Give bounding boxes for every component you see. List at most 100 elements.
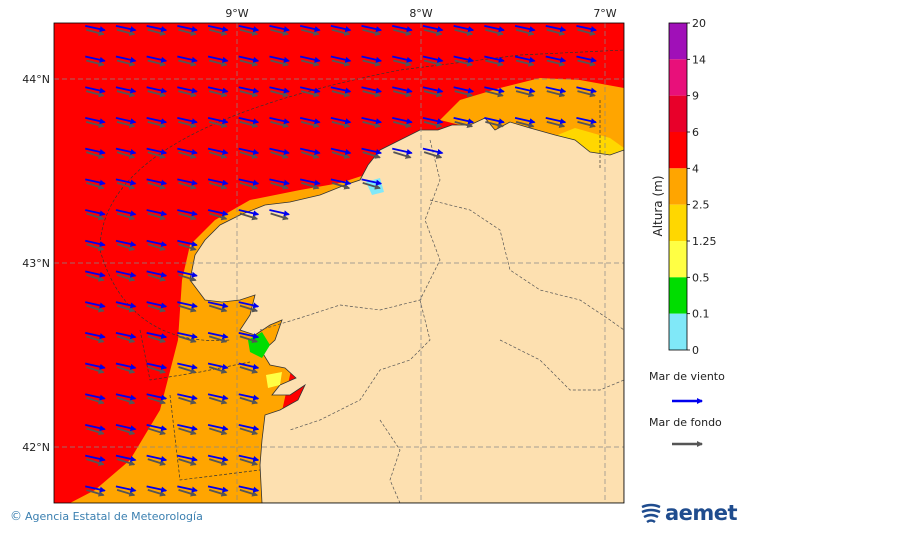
swell-vector [331, 151, 351, 159]
swell-vector [393, 121, 412, 128]
wind-sea-vector [576, 55, 597, 63]
wind-sea-vector [392, 55, 413, 63]
swell-vector [300, 28, 320, 36]
swell-vector [208, 90, 228, 98]
swell-vector [86, 90, 105, 98]
swell-vector [86, 151, 105, 159]
swell-vector [362, 59, 381, 67]
swell-vector [270, 28, 289, 36]
wind-sea-vector [545, 117, 567, 125]
wind-sea-vector [146, 331, 168, 340]
wind-sea-vector [177, 178, 198, 186]
swell-vector [270, 90, 289, 98]
swell-vector [86, 212, 105, 221]
swell-vector [147, 28, 167, 36]
wind-sea-vector [177, 270, 198, 278]
swell-vector [147, 396, 166, 405]
swell-vector [86, 274, 105, 282]
wind-sea-vector [361, 86, 383, 94]
swell-vector [147, 212, 166, 221]
wind-sea-vector [207, 24, 229, 33]
ria-pontevedra-shallow [266, 372, 282, 388]
swell-vector [239, 458, 259, 466]
colorbar-tick-label: 1.25 [692, 235, 717, 248]
wind-sea-vector [269, 178, 290, 186]
swell-vector [147, 458, 166, 466]
wind-sea-vector [484, 24, 505, 33]
wind-sea-vector [238, 485, 260, 493]
swell-vector [423, 59, 443, 67]
wind-sea-vector [177, 331, 198, 340]
swell-vector [362, 151, 381, 159]
wind-sea-vector [207, 485, 229, 493]
wind-sea-vector [207, 393, 229, 401]
swell-vector [208, 59, 228, 67]
colorbar-segment [669, 59, 687, 96]
wind-sea-vector [238, 117, 260, 125]
wind-sea-vector [146, 55, 168, 63]
swell-vector [86, 427, 105, 436]
swell-vector [239, 335, 259, 344]
wind-sea-vector [207, 209, 229, 217]
wind-sea-vector [85, 86, 106, 94]
swell-vector [577, 121, 596, 128]
wind-sea-vector [146, 178, 168, 186]
colorbar-segment [669, 204, 687, 241]
swell-vector [331, 28, 351, 36]
swell-vector [178, 396, 197, 405]
wind-sea-vector [453, 117, 475, 125]
swell-vector [178, 59, 197, 67]
wind-sea-vector [85, 178, 106, 186]
colorbar-tick-label: 4 [692, 162, 699, 175]
swell-vector [178, 212, 197, 221]
wind-sea-vector [146, 485, 168, 493]
swell-vector [147, 243, 166, 251]
swell-vector [331, 90, 351, 98]
wind-sea-vector [146, 270, 168, 278]
wind-sea-vector [85, 209, 106, 217]
swell-vector [362, 181, 381, 190]
colorbar-segment [669, 132, 687, 169]
swell-vector [239, 90, 259, 98]
wind-sea-vector [238, 147, 260, 155]
swell-vector [116, 212, 136, 221]
wind-sea-vector [299, 86, 321, 94]
wind-sea-vector [115, 424, 137, 432]
swell-vector [116, 396, 136, 405]
wind-sea-vector [115, 55, 137, 63]
wind-sea-vector [85, 301, 106, 309]
wind-sea-vector [330, 55, 352, 63]
swell-vector [423, 28, 443, 36]
swell-vector [362, 121, 381, 128]
wind-sea-vector [177, 55, 198, 63]
colorbar-tick-label: 6 [692, 126, 699, 139]
swell-vector [116, 90, 136, 98]
wind-sea-vector [115, 239, 137, 247]
wind-sea-vector [514, 86, 536, 94]
colorbar-segment [669, 241, 687, 278]
wind-sea-vector [484, 117, 505, 125]
wind-sea-vector [269, 117, 290, 125]
wind-sea-vector [392, 147, 413, 155]
wind-sea-vector [392, 117, 413, 125]
swell-vector [515, 90, 535, 98]
wind-sea-vector [146, 362, 168, 370]
wind-sea-vector [146, 24, 168, 33]
swell-vector [393, 151, 412, 159]
wind-sea-vector [146, 454, 168, 462]
swell-vector [178, 243, 197, 251]
swell-vector [301, 151, 320, 159]
wind-sea-vector [207, 86, 229, 94]
wind-sea-vector [330, 24, 352, 33]
swell-vector [208, 396, 228, 405]
province-boundaries [259, 139, 624, 503]
wind-sea-vector [146, 147, 168, 155]
wind-sea-vector [115, 178, 137, 186]
swell-vector [178, 181, 197, 190]
swell-vector [423, 151, 443, 159]
maritime-zone-boundaries [99, 49, 624, 481]
swell-vector [86, 121, 105, 128]
wind-sea-vector [361, 24, 383, 33]
wind-sea-vector [207, 117, 229, 125]
wind-sea-vector [269, 55, 290, 63]
